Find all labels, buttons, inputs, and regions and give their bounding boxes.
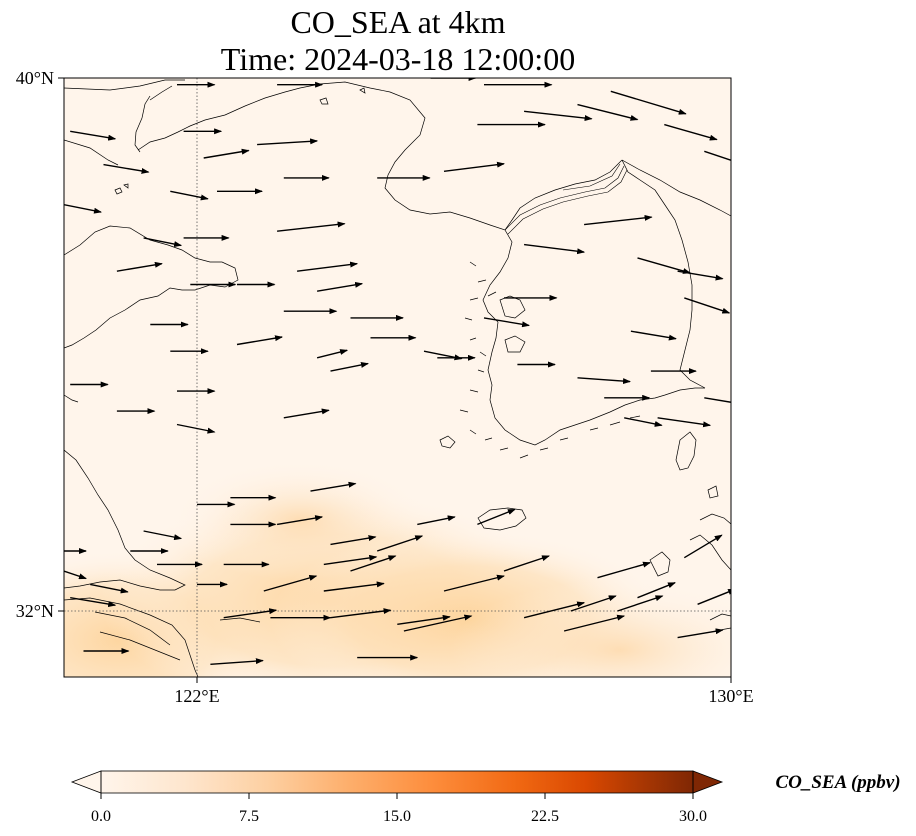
wind-vector bbox=[316, 349, 349, 359]
wind-vector bbox=[610, 90, 687, 115]
colorbar-tick-label: 15.0 bbox=[383, 808, 411, 825]
colorbar-tick-label: 30.0 bbox=[679, 808, 707, 825]
lat-label-32n: 32°N bbox=[16, 601, 54, 621]
wind-vector bbox=[624, 417, 663, 427]
wind-vector bbox=[704, 150, 731, 161]
wind-vector bbox=[276, 515, 324, 526]
wind-vector bbox=[637, 257, 691, 274]
colorbar-extend-max bbox=[692, 770, 724, 794]
wind-vector bbox=[70, 130, 117, 141]
wind-vector bbox=[330, 535, 377, 546]
gridlines bbox=[64, 78, 731, 677]
lon-label-130e: 130°E bbox=[708, 686, 753, 706]
wind-vector bbox=[170, 190, 209, 201]
wind-vector bbox=[403, 614, 473, 632]
colorbar-tick-label: 0.0 bbox=[91, 808, 111, 825]
wind-vector bbox=[677, 270, 724, 281]
wind-vector bbox=[704, 397, 731, 403]
colorbar-gradient bbox=[101, 771, 693, 793]
wind-vector bbox=[203, 148, 250, 159]
wind-vector bbox=[523, 601, 586, 619]
wind-vector bbox=[316, 281, 364, 292]
map-frame bbox=[63, 77, 732, 678]
wind-vector bbox=[577, 377, 631, 385]
wind-vector bbox=[103, 163, 150, 174]
wind-vector bbox=[664, 123, 718, 141]
wind-vector bbox=[697, 588, 731, 605]
wind-vector bbox=[236, 335, 283, 346]
title-line-2: Time: 2024-03-18 12:00:00 bbox=[221, 41, 575, 77]
wind-vector bbox=[323, 554, 378, 566]
wind-vector bbox=[397, 614, 451, 625]
colorbar-label: CO_SEA (ppbv) bbox=[775, 772, 900, 793]
wind-vector bbox=[524, 110, 593, 122]
wind-vector bbox=[677, 628, 724, 639]
wind-vector bbox=[277, 221, 346, 232]
map-panel bbox=[64, 78, 731, 677]
wind-vector bbox=[330, 608, 392, 619]
wind-vector bbox=[223, 608, 278, 619]
wind-vector bbox=[64, 203, 102, 214]
wind-vector bbox=[210, 658, 264, 665]
wind-vector bbox=[483, 317, 530, 328]
wind-vector bbox=[143, 530, 183, 541]
colorbar-tick-label: 7.5 bbox=[239, 808, 259, 825]
wind-vector bbox=[443, 574, 505, 592]
wind-vector bbox=[657, 417, 712, 428]
wind-vector bbox=[417, 515, 456, 526]
wind-vector bbox=[683, 534, 723, 559]
wind-vector bbox=[563, 614, 626, 632]
colorbar-tick-label: 22.5 bbox=[531, 808, 559, 825]
lon-label-122e: 122°E bbox=[174, 686, 219, 706]
wind-vector bbox=[176, 423, 216, 434]
wind-vector bbox=[684, 297, 731, 314]
wind-vector bbox=[257, 138, 319, 146]
wind-vector bbox=[283, 408, 330, 419]
wind-vector bbox=[263, 575, 318, 592]
wind-vector bbox=[570, 595, 617, 612]
wind-vector bbox=[323, 581, 385, 592]
wind-vector bbox=[143, 237, 183, 247]
wind-vector bbox=[443, 161, 505, 172]
wind-vector bbox=[116, 261, 163, 272]
wind-vector bbox=[503, 555, 550, 572]
wind-vector bbox=[577, 103, 639, 121]
wind-vector bbox=[524, 243, 586, 255]
wind-vector bbox=[297, 261, 359, 272]
wind-vector bbox=[584, 214, 653, 226]
wind-vector bbox=[477, 508, 516, 526]
lat-label-40n: 40°N bbox=[16, 68, 54, 88]
colorbar-ticks: 0.0 7.5 15.0 22.5 30.0 bbox=[91, 793, 707, 825]
wind-vector bbox=[350, 555, 397, 572]
wind-vector bbox=[330, 362, 369, 372]
wind-vector bbox=[597, 561, 651, 579]
wind-vector bbox=[376, 535, 424, 552]
colorbar: 0.0 7.5 15.0 22.5 30.0 CO_SEA (ppbv) bbox=[70, 770, 901, 825]
wind-vector bbox=[70, 597, 117, 608]
wind-vectors bbox=[64, 78, 731, 665]
colorbar-extend-min bbox=[70, 770, 102, 794]
wind-vector bbox=[630, 330, 677, 341]
wind-vector bbox=[64, 570, 87, 580]
wind-vector bbox=[637, 582, 676, 599]
wind-vector bbox=[90, 583, 129, 594]
wind-vector bbox=[617, 595, 664, 612]
title-line-1: CO_SEA at 4km bbox=[290, 4, 505, 40]
coastlines bbox=[64, 79, 731, 677]
wind-vector bbox=[310, 481, 357, 492]
